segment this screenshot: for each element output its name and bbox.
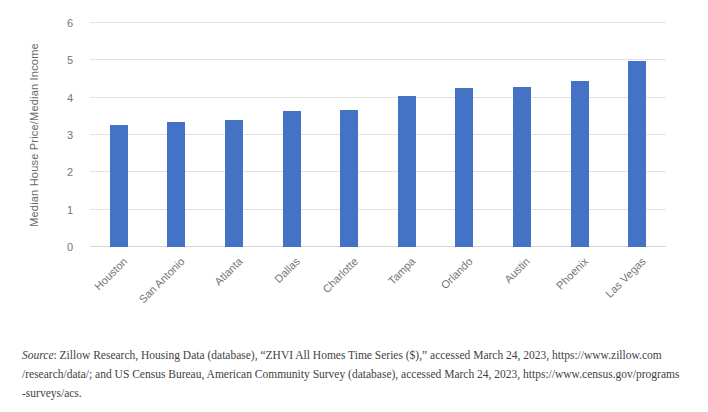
bar-orlando bbox=[455, 88, 473, 247]
caption-line-1-text: : Zillow Research, Housing Data (databas… bbox=[54, 349, 662, 361]
x-axis-category-labels: HoustonSan Antonio Atlanta Dallas Charlotte… bbox=[90, 247, 666, 327]
caption-line-2: /research/data/; and US Census Bureau, A… bbox=[22, 365, 679, 384]
caption-line-3: -surveys/acs. bbox=[22, 384, 679, 403]
y-tick-label-3: 3 bbox=[67, 130, 73, 141]
bar-phoenix bbox=[571, 81, 589, 247]
y-axis-title: Median House Price/Median Income bbox=[28, 43, 40, 227]
source-caption: Source: Zillow Research, Housing Data (d… bbox=[22, 346, 679, 402]
y-tick-label-2: 2 bbox=[67, 167, 73, 178]
x-label-charlotte: Charlotte bbox=[320, 255, 360, 295]
y-tick-label-4: 4 bbox=[67, 92, 73, 103]
source-label: Source bbox=[22, 349, 54, 361]
x-label-atlanta: Atlanta bbox=[212, 255, 245, 288]
x-label-houston: Houston bbox=[92, 255, 129, 292]
x-label-tampa: Tampa bbox=[385, 255, 417, 287]
x-label-las-vegas: Las Vegas bbox=[603, 255, 648, 300]
bar-san-antonio bbox=[167, 122, 185, 247]
x-label-dallas: Dallas bbox=[272, 255, 302, 285]
y-tick-label-6: 6 bbox=[67, 18, 73, 29]
x-label-san-antonio: San Antonio bbox=[136, 255, 186, 305]
caption-line-1: Source: Zillow Research, Housing Data (d… bbox=[22, 346, 679, 365]
bar-atlanta bbox=[225, 120, 243, 247]
x-label-phoenix: Phoenix bbox=[553, 255, 590, 292]
bars bbox=[90, 23, 666, 247]
bar-dallas bbox=[283, 111, 301, 247]
y-tick-label-5: 5 bbox=[67, 55, 73, 66]
bar-houston bbox=[110, 125, 128, 247]
y-tick-label-0: 0 bbox=[67, 242, 73, 253]
bar-charlotte bbox=[340, 110, 358, 247]
bar-tampa bbox=[398, 96, 416, 247]
x-label-austin: Austin bbox=[502, 255, 532, 285]
bar-chart-figure: Median House Price/Median Income 0123456… bbox=[0, 0, 708, 412]
x-label-orlando: Orlando bbox=[439, 255, 475, 291]
bar-austin bbox=[513, 87, 531, 247]
plot-area: 0123456 bbox=[90, 23, 666, 247]
y-tick-label-1: 1 bbox=[67, 204, 73, 215]
bar-las-vegas bbox=[628, 61, 646, 247]
